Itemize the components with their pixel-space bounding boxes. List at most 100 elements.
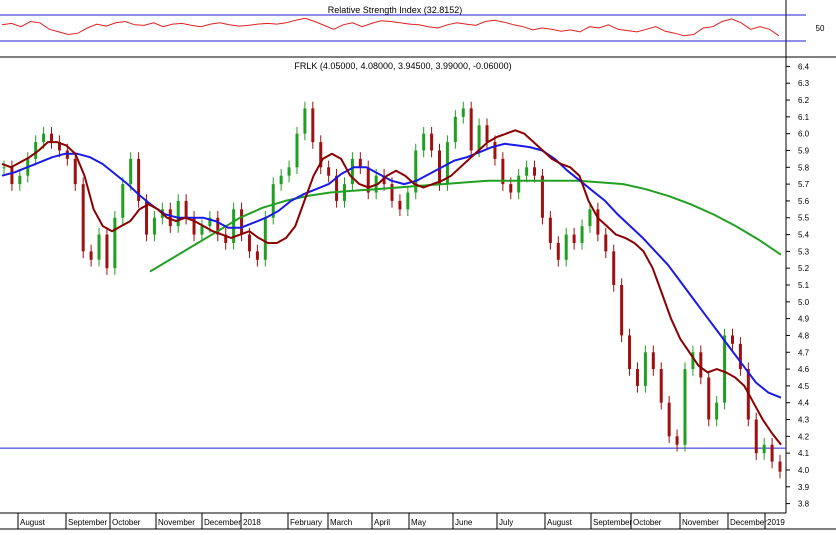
price-candle [2,167,6,169]
price-candle [358,158,362,168]
price-candle [34,142,38,159]
price-tick-label: 6.2 [798,96,810,105]
price-panel [0,101,786,479]
price-candle [754,419,758,454]
price-candle [438,150,442,185]
time-axis: August September October November December 20… [17,513,785,529]
time-tick-label: October [112,518,141,527]
price-tick-label: 6.0 [798,130,810,139]
price-candle [263,217,267,260]
price-candle [390,184,394,201]
price-candle [604,234,608,252]
price-candle [208,217,212,227]
price-candle [612,251,616,285]
price-candle [691,352,695,370]
price-tick-label: 4.4 [798,399,810,408]
price-candle [342,184,346,201]
price-candle [406,192,410,210]
price-candle [319,142,323,168]
price-tick-label: 5.2 [798,264,810,273]
price-candle [445,142,449,185]
price-candle [651,352,655,370]
price-candle [382,175,386,185]
ma-long-line [149,179,782,273]
price-candle [113,217,117,269]
price-candle [192,217,196,235]
price-candle [287,167,291,176]
price-candle [572,234,576,243]
price-candle [414,150,418,193]
price-candle [137,158,141,201]
price-candle [525,167,529,176]
price-candle [295,133,299,168]
ma-mid-line [1,142,782,399]
price-title: FRLK (4.05000, 4.08000, 3.94500, 3.99000… [294,61,511,71]
price-candle [105,234,109,269]
price-candle [145,200,149,235]
time-tick-label: December [204,518,241,527]
price-tick-label: 5.4 [798,231,810,240]
price-candle [485,125,489,143]
price-candle [89,251,93,260]
price-candle [675,436,679,445]
price-candle [453,116,457,143]
price-candle [430,133,434,151]
time-tick-label: October [633,518,662,527]
price-candle [635,369,639,386]
time-tick-label: September [593,518,632,527]
price-candle [683,369,687,445]
price-candle [152,217,156,235]
price-tick-label: 5.3 [798,247,810,256]
time-tick-label: April [374,518,390,527]
price-tick-label: 5.9 [798,146,810,155]
price-tick-label: 5.1 [798,281,810,290]
price-candle [240,209,244,235]
price-tick-label: 5.5 [798,214,810,223]
price-candle [247,234,251,252]
price-tick-label: 5.6 [798,197,810,206]
price-candle [10,167,14,185]
price-candle [715,402,719,420]
price-candle [723,335,727,403]
price-candle [580,226,584,243]
price-tick-label: 4.6 [798,365,810,374]
price-tick-label: 5.7 [798,180,810,189]
time-tick-label: March [330,518,352,527]
price-tick-label: 3.8 [798,500,810,509]
price-candle [540,175,544,218]
rsi-line [1,17,780,37]
time-tick-label: November [158,518,195,527]
price-candle [548,217,552,243]
price-tick-label: 6.1 [798,113,810,122]
time-tick-label: December [730,518,767,527]
price-tick-label: 4.7 [798,348,810,357]
price-tick-label: 4.8 [798,331,810,340]
price-candle [469,108,473,151]
time-tick-label: September [68,518,107,527]
rsi-tick-label: 50 [816,24,825,33]
price-candle [81,184,85,252]
price-candle [18,175,22,185]
price-candle [667,402,671,437]
rsi-panel: 50 [0,14,825,42]
price-candle [97,234,101,260]
price-candle [564,234,568,260]
price-candle [762,444,766,454]
rsi-title: Relative Strength Index (32.8152) [328,5,463,15]
price-candle [121,184,125,218]
price-candle [168,209,172,227]
price-candle [628,335,632,370]
time-tick-label: May [411,518,426,527]
price-candle [707,377,711,420]
time-tick-label: 2018 [243,518,261,527]
price-candle [770,444,774,462]
price-tick-label: 5.0 [798,298,810,307]
price-tick-label: 4.0 [798,466,810,475]
time-tick-label: November [682,518,719,527]
price-candle [129,158,133,185]
price-candle [176,200,180,227]
time-tick-label: August [547,518,573,527]
price-candle [588,209,592,227]
price-tick-label: 3.9 [798,483,810,492]
price-tick-label: 4.3 [798,416,810,425]
